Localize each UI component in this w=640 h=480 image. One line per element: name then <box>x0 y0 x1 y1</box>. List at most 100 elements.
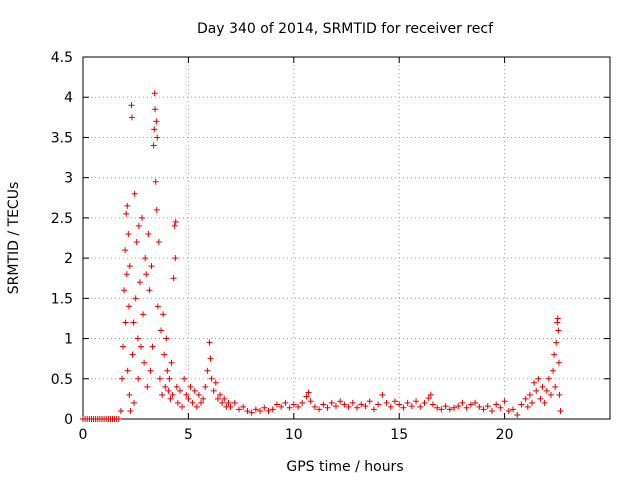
y-tick-label: 1.5 <box>51 291 73 307</box>
data-point <box>362 403 369 410</box>
data-point <box>553 339 560 346</box>
data-point <box>261 404 268 411</box>
data-point <box>404 399 411 406</box>
data-point <box>161 351 168 358</box>
y-tick-label: 2.5 <box>51 211 73 227</box>
data-point <box>332 403 339 410</box>
y-tick-label: 3 <box>64 171 73 187</box>
data-point <box>551 351 558 358</box>
data-point <box>135 375 142 382</box>
data-point <box>124 202 131 209</box>
data-points <box>80 90 564 422</box>
data-point <box>212 379 219 386</box>
data-point <box>173 383 180 390</box>
data-point <box>316 406 323 413</box>
data-point <box>207 355 214 362</box>
data-point <box>151 90 158 97</box>
data-point <box>358 401 365 408</box>
data-point <box>174 399 181 406</box>
data-point <box>176 387 183 394</box>
data-point <box>137 343 144 350</box>
data-point <box>131 399 138 406</box>
data-point <box>396 401 403 408</box>
data-point <box>159 391 166 398</box>
data-point <box>370 406 377 413</box>
data-point <box>526 391 533 398</box>
data-point <box>459 399 466 406</box>
data-point <box>531 379 538 386</box>
data-point <box>235 406 242 413</box>
data-point <box>169 391 176 398</box>
data-point <box>408 403 415 410</box>
data-point <box>144 383 151 390</box>
data-point <box>413 398 420 405</box>
data-point <box>123 271 130 278</box>
data-point <box>204 367 211 374</box>
data-point <box>123 210 130 217</box>
data-point <box>257 407 264 414</box>
data-point <box>147 367 154 374</box>
data-point <box>524 403 531 410</box>
data-point <box>341 401 348 408</box>
data-point <box>320 401 327 408</box>
data-point <box>543 387 550 394</box>
data-point <box>118 375 125 382</box>
data-point <box>125 303 132 310</box>
data-point <box>547 391 554 398</box>
data-point <box>522 395 529 402</box>
data-point <box>529 399 536 406</box>
data-point <box>126 263 133 270</box>
data-point <box>134 335 141 342</box>
data-point <box>476 403 483 410</box>
data-point <box>133 239 140 246</box>
data-point <box>225 399 232 406</box>
data-point <box>117 407 124 414</box>
grid-lines <box>83 57 610 419</box>
data-point <box>244 407 251 414</box>
data-point <box>248 409 255 416</box>
y-axis-ticks: 0 0.5 1 1.5 2 2.5 3 3.5 4 4.5 <box>51 50 610 428</box>
data-point <box>514 411 521 418</box>
data-point <box>125 230 132 237</box>
y-tick-label: 1 <box>64 332 73 348</box>
data-point <box>533 387 540 394</box>
y-tick-label: 0.5 <box>51 372 73 388</box>
data-point <box>240 403 247 410</box>
data-point <box>163 335 170 342</box>
data-point <box>290 401 297 408</box>
data-point <box>155 239 162 246</box>
data-point <box>195 391 202 398</box>
x-tick-label: 20 <box>496 427 514 443</box>
data-point <box>143 271 150 278</box>
data-point <box>156 375 163 382</box>
x-tick-label: 0 <box>79 427 88 443</box>
data-point <box>206 339 213 346</box>
x-tick-label: 10 <box>285 427 303 443</box>
data-point <box>493 401 500 408</box>
data-point <box>115 416 122 422</box>
data-point <box>269 406 276 413</box>
data-point <box>488 407 495 414</box>
data-point <box>472 399 479 406</box>
data-point <box>345 403 352 410</box>
data-point <box>442 403 449 410</box>
data-point <box>139 214 146 221</box>
data-point <box>539 383 546 390</box>
data-point <box>497 404 504 411</box>
data-point <box>518 401 525 408</box>
data-point <box>417 403 424 410</box>
x-tick-label: 5 <box>184 427 193 443</box>
data-point <box>480 406 487 413</box>
data-point <box>136 279 143 286</box>
data-point <box>151 126 158 133</box>
data-point <box>153 118 160 125</box>
data-point <box>505 407 512 414</box>
data-point <box>391 398 398 405</box>
data-point <box>198 399 205 406</box>
data-point <box>429 401 436 408</box>
data-point <box>141 359 148 366</box>
data-point <box>557 407 564 414</box>
data-point <box>438 406 445 413</box>
data-point <box>168 359 175 366</box>
data-point <box>379 391 386 398</box>
